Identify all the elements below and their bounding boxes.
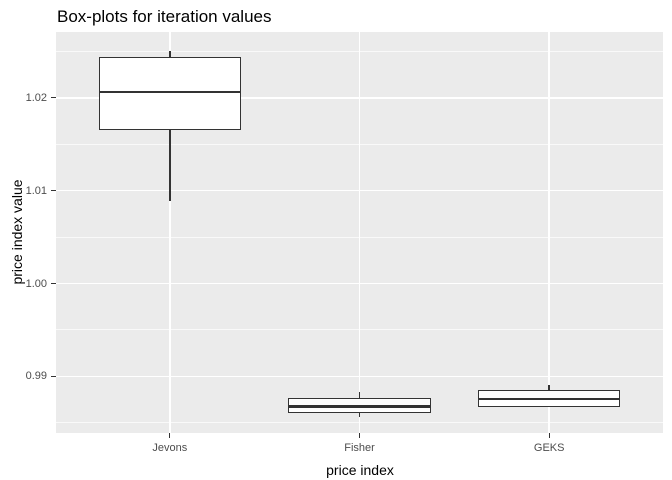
x-tick-label: GEKS xyxy=(533,442,565,454)
whisker-lower-jevons xyxy=(169,130,171,201)
chart-title: Box-plots for iteration values xyxy=(57,7,272,26)
median-line-jevons xyxy=(98,90,241,94)
y-tick-label: 1.01 xyxy=(25,184,47,197)
x-axis-title: price index xyxy=(326,462,394,478)
y-tick-mark xyxy=(50,283,56,285)
y-tick-label: 0.99 xyxy=(25,370,47,383)
y-tick-label: 1.02 xyxy=(25,91,47,104)
gridline-vertical xyxy=(548,32,550,433)
x-tick-mark xyxy=(359,433,360,438)
boxplot-geks xyxy=(478,390,621,407)
median-line-geks xyxy=(478,397,621,401)
x-tick-label: Jevons xyxy=(152,442,188,454)
boxplot-jevons xyxy=(98,57,241,131)
whisker-upper-jevons xyxy=(169,50,171,58)
y-tick-mark xyxy=(50,375,56,377)
gridline-vertical xyxy=(358,32,361,433)
boxplot-fisher xyxy=(288,397,431,413)
x-tick-mark xyxy=(548,433,550,438)
x-tick-label: Fisher xyxy=(344,442,375,454)
y-tick-mark xyxy=(50,190,56,192)
whisker-upper-geks xyxy=(548,384,550,391)
y-tick-label: 1.00 xyxy=(25,277,47,290)
gridline-vertical xyxy=(169,32,171,433)
whisker-lower-fisher xyxy=(358,412,361,418)
y-tick-mark xyxy=(50,97,56,99)
whisker-upper-fisher xyxy=(358,392,361,398)
median-line-fisher xyxy=(288,405,431,408)
x-tick-mark xyxy=(169,433,171,438)
y-axis-title: price index value xyxy=(9,179,25,285)
